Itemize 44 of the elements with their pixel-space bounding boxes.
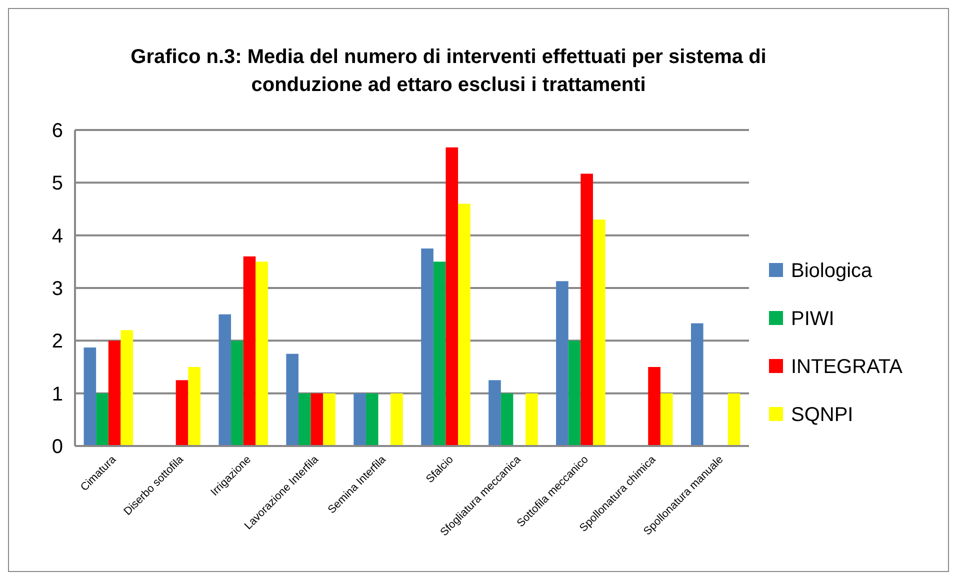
bar bbox=[458, 204, 470, 446]
bar bbox=[96, 393, 108, 446]
legend-label: SQNPI bbox=[791, 404, 854, 426]
bar bbox=[231, 340, 244, 446]
bar bbox=[728, 393, 740, 446]
bar bbox=[568, 340, 581, 446]
bar bbox=[366, 393, 378, 446]
bar bbox=[690, 323, 704, 446]
bar bbox=[580, 174, 593, 446]
bar bbox=[500, 393, 514, 446]
legend-label: INTEGRATA bbox=[791, 356, 904, 378]
bar bbox=[84, 348, 96, 446]
bar bbox=[218, 314, 232, 446]
bar bbox=[354, 393, 366, 446]
bar bbox=[286, 354, 298, 446]
bar bbox=[556, 281, 568, 446]
bar bbox=[120, 330, 134, 446]
bar bbox=[108, 340, 121, 446]
bar bbox=[433, 262, 446, 446]
bar bbox=[298, 393, 311, 446]
y-tick-label: 2 bbox=[52, 330, 63, 353]
bar bbox=[188, 367, 200, 446]
bar bbox=[176, 380, 188, 446]
bar bbox=[648, 367, 660, 446]
bar bbox=[310, 393, 324, 446]
chart-title: Grafico n.3: Media del numero di interventi effettuati per sistema di conduzione ad ettaro esclusi i trattamenti bbox=[130, 46, 766, 96]
y-tick-label: 1 bbox=[52, 383, 63, 406]
legend-label: PIWI bbox=[791, 308, 834, 330]
y-tick-label: 3 bbox=[52, 278, 63, 300]
bar bbox=[323, 393, 336, 446]
bar bbox=[256, 262, 268, 446]
bar bbox=[660, 393, 673, 446]
bar bbox=[592, 220, 606, 446]
bar bbox=[446, 147, 458, 446]
y-tick-label: 6 bbox=[52, 120, 63, 142]
bar bbox=[526, 393, 538, 446]
bar bbox=[243, 256, 256, 446]
bar bbox=[421, 248, 434, 446]
bar bbox=[488, 380, 501, 446]
y-tick-label: 5 bbox=[52, 172, 63, 195]
y-tick-label: 0 bbox=[52, 436, 63, 458]
bar bbox=[390, 393, 403, 446]
y-tick-label: 4 bbox=[52, 225, 63, 248]
legend-label: Biologica bbox=[791, 260, 874, 282]
